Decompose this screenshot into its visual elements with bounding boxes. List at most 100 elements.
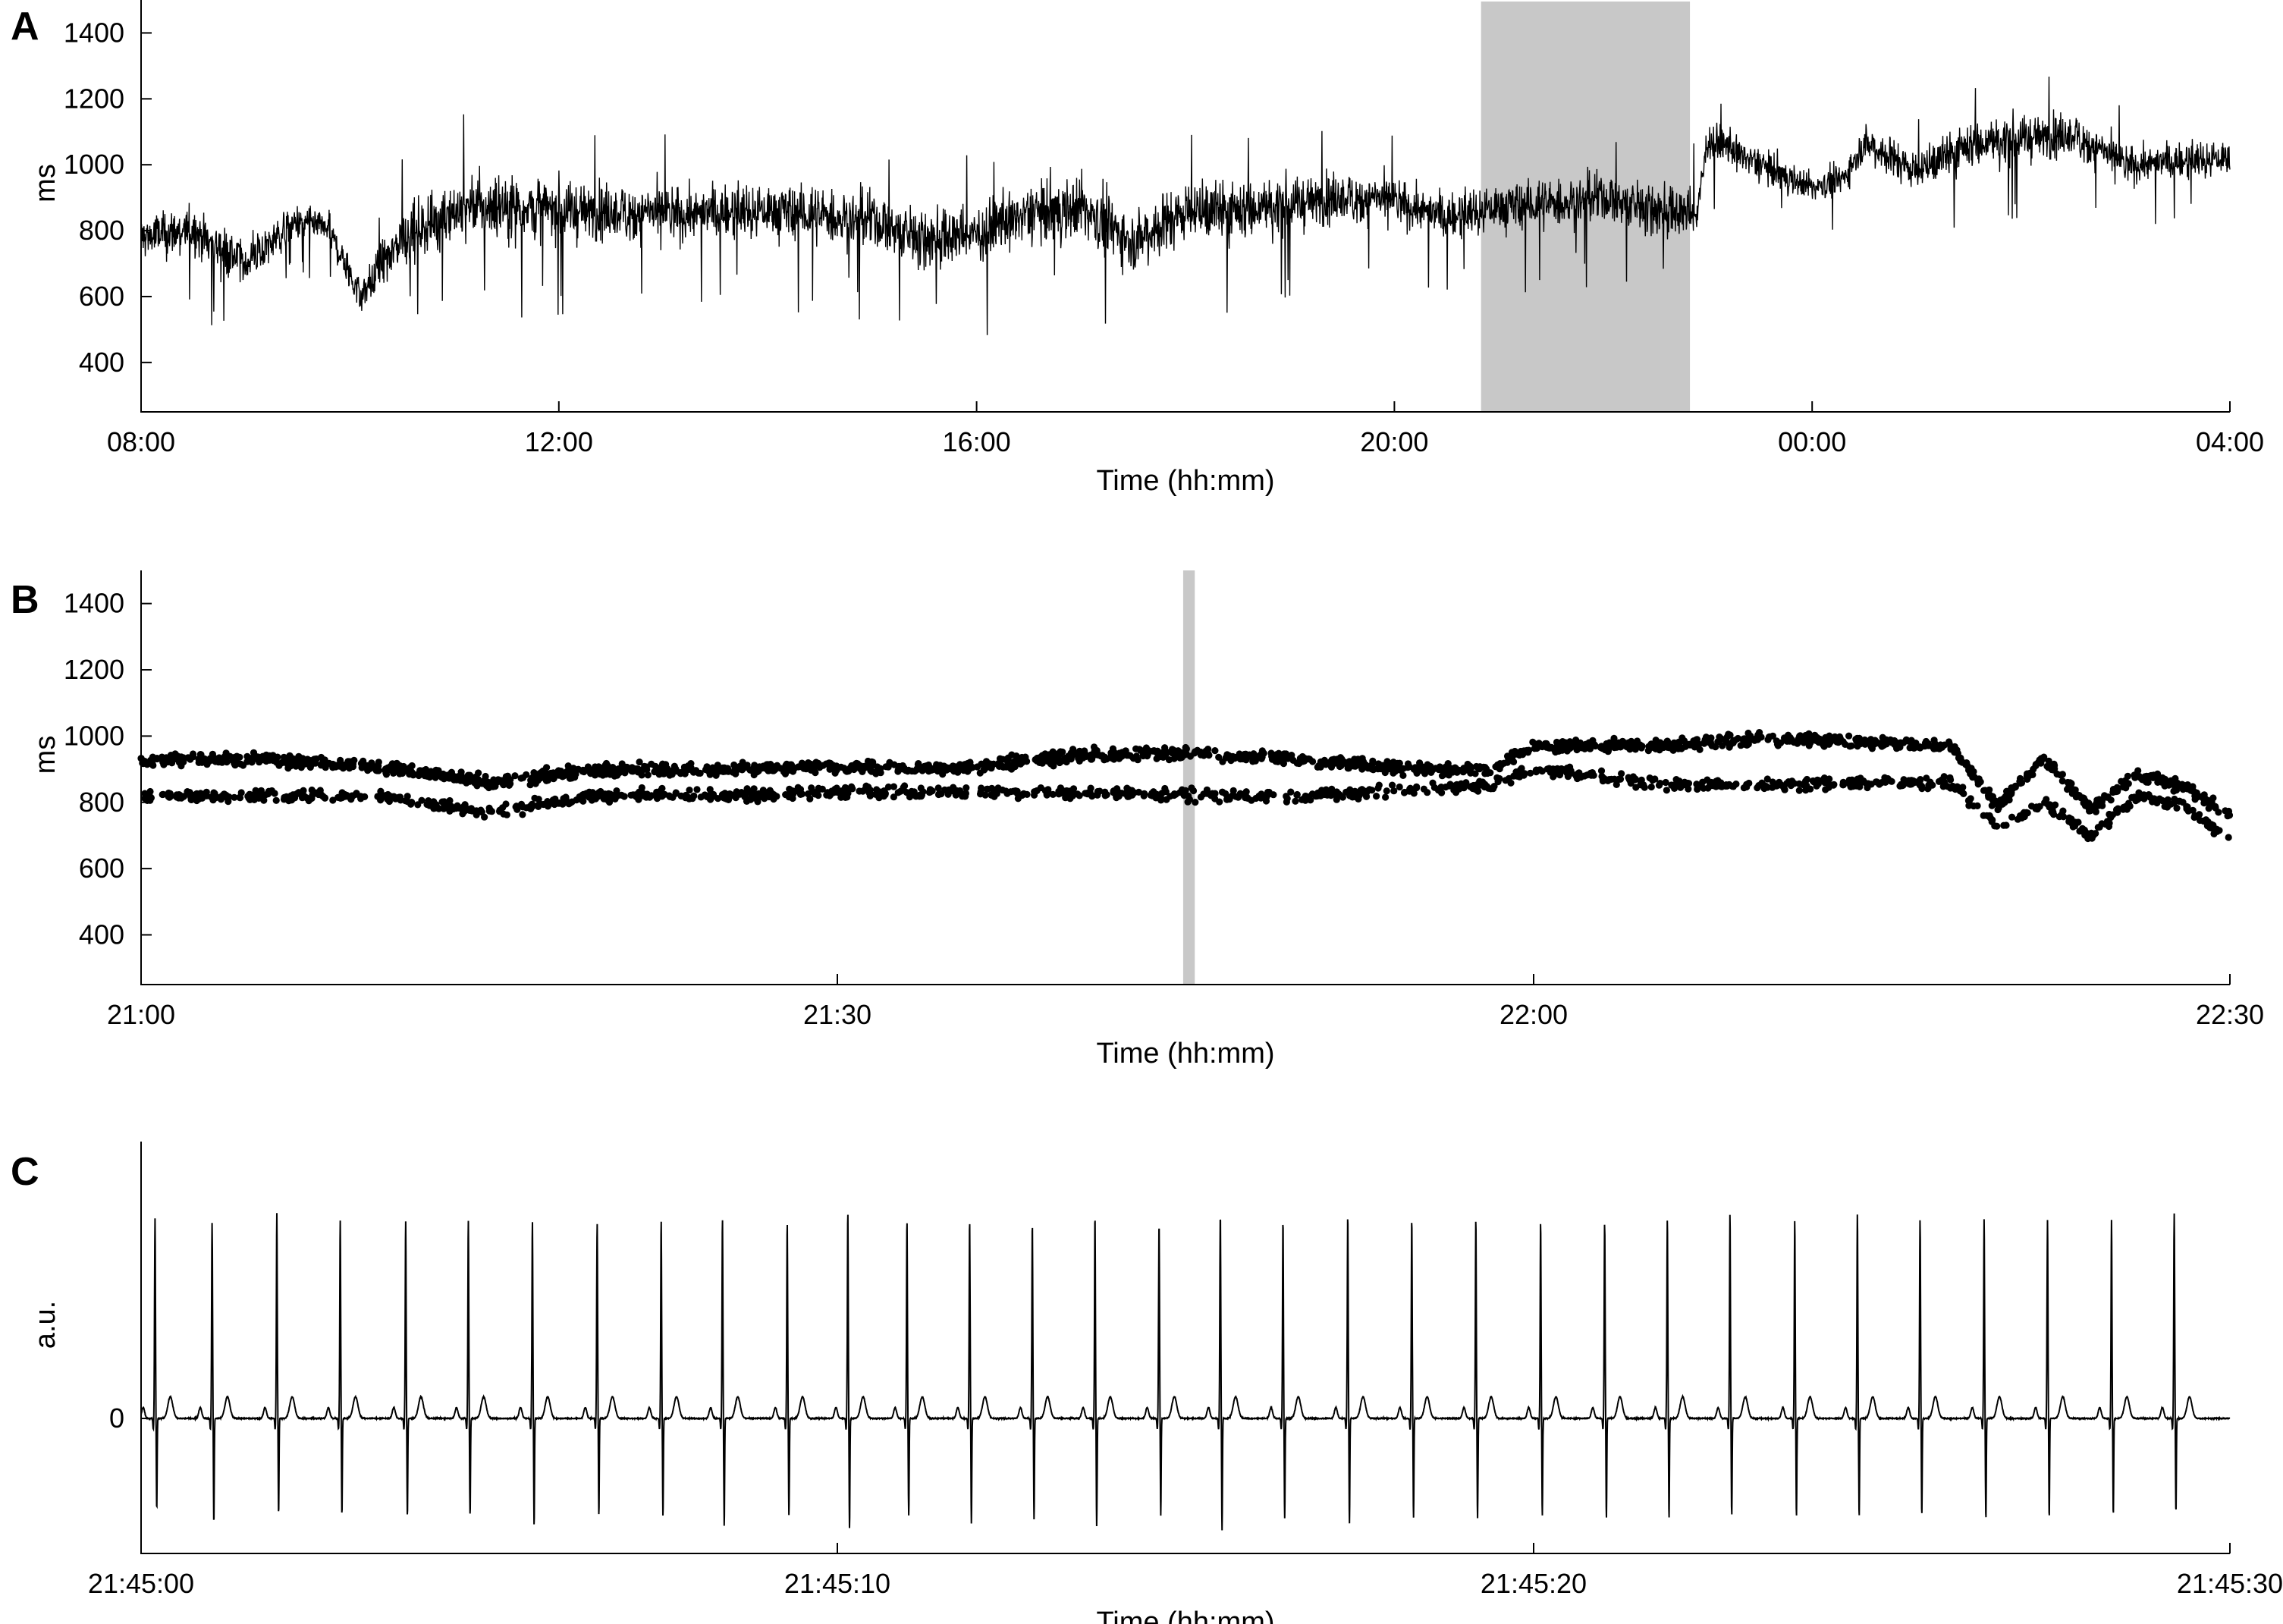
panel-b-point [1726, 731, 1734, 739]
panel-b-point [1251, 755, 1259, 763]
panel-b-point [1740, 735, 1748, 743]
panel-b-point [2150, 796, 2158, 803]
panel-b-point [791, 765, 799, 772]
panel-b-point [2079, 794, 2087, 802]
panel-b-point [872, 770, 880, 777]
panel-b-point [1056, 759, 1063, 767]
panel-b-point [1516, 766, 1525, 774]
panel-b-point [568, 774, 576, 782]
panel-b-point [1575, 769, 1583, 777]
panel-b-point [638, 771, 645, 779]
panel-b-point [160, 761, 168, 768]
panel-b-point [1322, 786, 1330, 793]
panel-b-point [461, 801, 469, 809]
panel-b-x-tick-label: 21:30 [803, 999, 871, 1030]
panel-b-point [374, 793, 382, 800]
panel-b-point [714, 762, 721, 769]
panel-b-point [268, 787, 276, 795]
panel-b-point [1481, 781, 1489, 788]
panel-b-point [1192, 799, 1199, 806]
panel-b-point [511, 772, 519, 780]
panel-b-y-tick-label: 1000 [64, 720, 124, 751]
panel-b-point [193, 796, 200, 805]
panel-b-point [857, 762, 865, 770]
panel-b-point [1456, 785, 1463, 793]
panel-b-point [1783, 737, 1791, 745]
panel-b-point [1663, 787, 1670, 794]
panel-b-point [1988, 818, 1996, 825]
panel-b-point [2135, 791, 2143, 799]
panel-b-point [239, 762, 247, 769]
panel-b-point [248, 759, 256, 766]
panel-b-point [1426, 765, 1434, 772]
panel-b-point [1606, 739, 1613, 746]
panel-b-point [658, 763, 665, 771]
panel-b-point [1094, 787, 1101, 796]
panel-c-x-tick-label: 21:45:30 [2177, 1568, 2283, 1599]
panel-b-point [1564, 744, 1572, 752]
panel-b-point [1327, 762, 1335, 769]
panel-b-point [2049, 811, 2058, 818]
panel-b-point [876, 788, 884, 796]
panel-b-point [2112, 806, 2121, 814]
panel-a-y-axis-label: ms [30, 164, 61, 203]
panel-b-point [1729, 737, 1737, 745]
panel-c-ecg-trace [140, 1213, 2231, 1531]
panel-b-point [408, 762, 416, 770]
panel-b-point [1985, 791, 1993, 799]
panel-b-point [1773, 740, 1782, 748]
panel-b-point [1189, 787, 1198, 795]
panel-b-point [1810, 778, 1817, 786]
panel-b-point [367, 762, 375, 770]
panel-b-point [1142, 751, 1150, 759]
panel-b-point [884, 783, 892, 791]
panel-b-point [1153, 790, 1160, 798]
panel-b-point [474, 775, 482, 784]
panel-b-point [1914, 778, 1921, 786]
panel-b-point [991, 793, 998, 800]
panel-b-point [1845, 732, 1853, 740]
panel-b-point [1745, 779, 1753, 787]
panel-b-point [652, 762, 659, 770]
panel-b-point [1647, 783, 1655, 791]
panel-b-point [300, 787, 307, 794]
panel-b-point [724, 768, 732, 775]
panel-b-point [270, 757, 278, 765]
panel-b-point [977, 790, 984, 798]
panel-b-point [2002, 821, 2010, 829]
panel-b-point [2161, 803, 2168, 810]
panel-b-point [1318, 761, 1326, 768]
panel-b-point [1830, 781, 1838, 788]
panel-b-point [867, 767, 875, 774]
panel-a-letter: A [11, 5, 39, 49]
panel-b-point [1031, 788, 1038, 796]
panel-b-point [1507, 779, 1515, 787]
panel-b-point [1917, 744, 1924, 752]
panel-b-point [441, 802, 448, 809]
panel-b-point [288, 754, 296, 762]
panel-b-point [1091, 751, 1098, 759]
panel-b-point [1362, 761, 1370, 768]
panel-b-point [203, 788, 210, 796]
panel-b-point [842, 791, 849, 799]
panel-b-point [2208, 801, 2215, 809]
panel-b-point [1338, 755, 1346, 763]
panel-b-point [489, 783, 497, 790]
panel-b-point [2029, 771, 2036, 778]
panel-b-point [816, 764, 824, 771]
panel-b-point [718, 791, 727, 799]
panel-b-point [309, 756, 317, 764]
panel-b-point [573, 766, 580, 774]
panel-b-point [1149, 747, 1157, 755]
panel-b-point [1182, 745, 1190, 752]
panel-b-point [804, 790, 812, 798]
panel-b-point [1002, 755, 1010, 764]
panel-b-point [812, 769, 819, 777]
panel-b-point [1417, 762, 1424, 770]
panel-b-point [1349, 788, 1357, 796]
panel-b-point [316, 789, 324, 796]
panel-b-point [425, 797, 432, 805]
panel-a-y-tick-label: 800 [79, 215, 124, 246]
panel-b-point [2135, 772, 2143, 780]
